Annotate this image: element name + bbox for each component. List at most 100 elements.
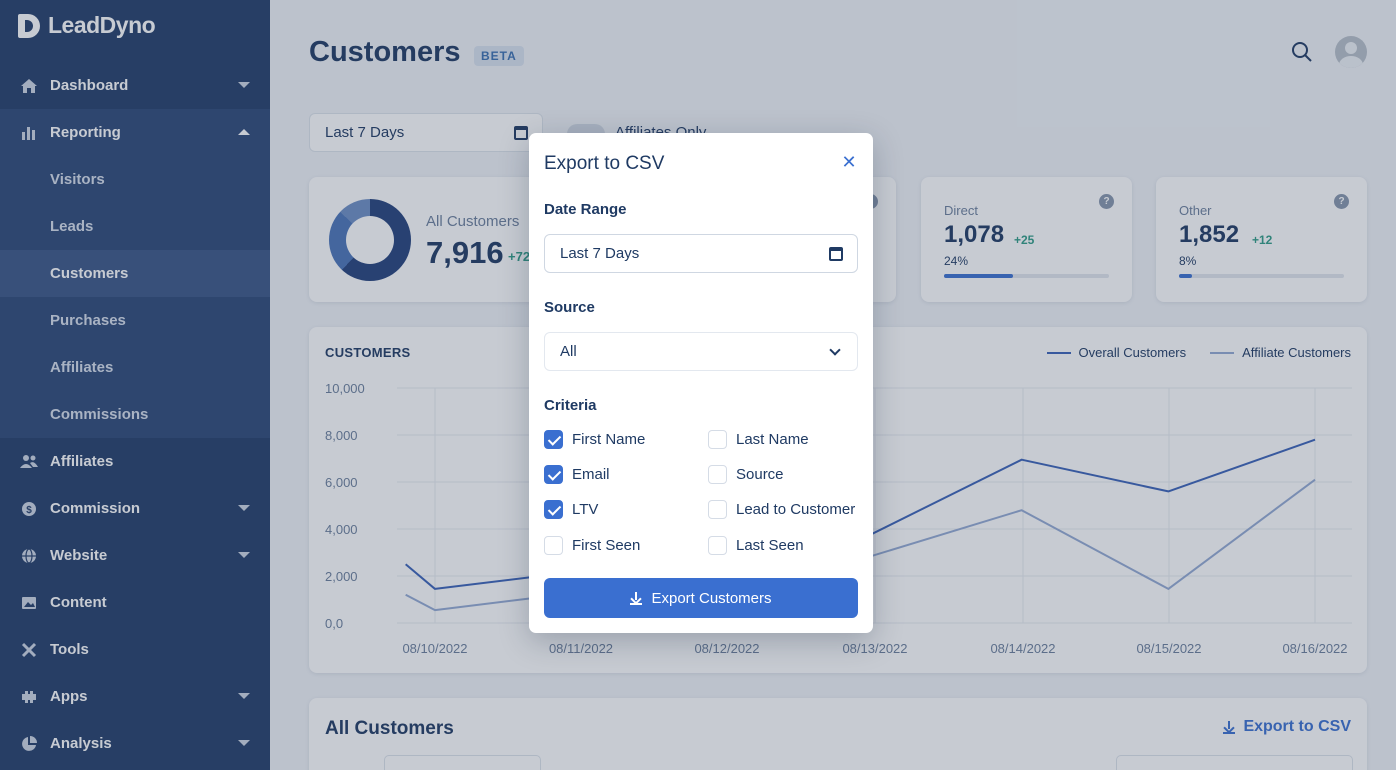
sidebar-item-label: Analysis	[50, 735, 112, 752]
y-tick-label: 6,000	[325, 475, 358, 490]
sidebar-item-leads[interactable]: Leads	[0, 203, 270, 250]
x-tick-label: 08/10/2022	[402, 641, 467, 656]
sidebar-item-visitors[interactable]: Visitors	[0, 156, 270, 203]
download-icon	[630, 591, 643, 605]
sidebar-item-apps[interactable]: Apps	[0, 673, 270, 720]
criteria-ltv[interactable]: LTV	[544, 500, 598, 519]
source-select[interactable]: All	[544, 332, 858, 371]
checkbox[interactable]	[708, 465, 727, 484]
criteria-last-seen[interactable]: Last Seen	[708, 536, 804, 555]
sidebar-item-label: Content	[50, 594, 107, 611]
export-csv-label: Export to CSV	[1243, 718, 1351, 735]
criteria-last-name[interactable]: Last Name	[708, 430, 809, 449]
chevron-up-icon	[238, 129, 250, 135]
criteria-first-name[interactable]: First Name	[544, 430, 645, 449]
criteria-first-seen[interactable]: First Seen	[544, 536, 640, 555]
legend-item-affiliate[interactable]: Affiliate Customers	[1210, 345, 1351, 360]
sidebar-item-label: Commission	[50, 500, 141, 517]
globe-icon	[20, 547, 38, 565]
chart-legend: Overall Customers Affiliate Customers	[1046, 345, 1351, 360]
stat-percent: 8%	[1179, 254, 1197, 268]
help-icon[interactable]: ?	[1334, 194, 1349, 209]
checkbox-label: First Name	[572, 431, 646, 448]
export-csv-modal: Export to CSV ✕ Date Range Last 7 Days S…	[529, 133, 873, 633]
close-icon[interactable]: ✕	[841, 152, 857, 172]
criteria-source[interactable]: Source	[708, 465, 784, 484]
export-customers-button[interactable]: Export Customers	[544, 578, 858, 618]
sidebar-item-label: Tools	[50, 641, 89, 658]
checkbox[interactable]	[544, 430, 563, 449]
export-csv-link[interactable]: Export to CSV	[1223, 718, 1351, 736]
stat-percent: 24%	[944, 254, 969, 268]
stat-label: All Customers	[426, 213, 520, 230]
all-customers-table-card: All Customers Export to CSV	[309, 698, 1367, 770]
table-search-input[interactable]	[1116, 755, 1353, 770]
y-tick-label: 0,0	[325, 616, 343, 631]
avatar[interactable]	[1335, 36, 1367, 68]
sidebar-item-purchases[interactable]: Purchases	[0, 297, 270, 344]
stat-value: 7,916	[426, 235, 504, 270]
sidebar-item-affiliates[interactable]: Affiliates	[0, 438, 270, 485]
stat-label: Other	[1179, 203, 1212, 218]
export-button-label: Export Customers	[651, 589, 772, 607]
checkbox-label: Last Seen	[736, 537, 804, 554]
sidebar-item-analysis[interactable]: Analysis	[0, 720, 270, 767]
criteria-email[interactable]: Email	[544, 465, 610, 484]
stat-delta: +12	[1252, 233, 1273, 247]
stat-delta: +72	[508, 249, 531, 264]
checkbox-label: Source	[736, 466, 784, 483]
sidebar-item-label: Visitors	[50, 171, 105, 188]
legend-swatch	[1210, 351, 1235, 354]
checkbox[interactable]	[544, 500, 563, 519]
criteria-lead-to-customer[interactable]: Lead to Customer	[708, 500, 855, 519]
checkbox[interactable]	[708, 500, 727, 519]
calendar-icon	[514, 126, 528, 140]
help-icon[interactable]: ?	[1099, 194, 1114, 209]
sidebar-item-reporting[interactable]: Reporting	[0, 109, 270, 156]
sidebar-item-commissions[interactable]: Commissions	[0, 391, 270, 438]
search-icon[interactable]	[1290, 40, 1314, 64]
sidebar-item-tools[interactable]: Tools	[0, 626, 270, 673]
date-range-select[interactable]: Last 7 Days	[309, 113, 543, 152]
sidebar-item-dashboard[interactable]: Dashboard	[0, 62, 270, 109]
table-title: All Customers	[325, 718, 454, 739]
logo[interactable]: LeadDyno	[18, 12, 156, 39]
x-tick-label: 08/16/2022	[1282, 641, 1347, 656]
sidebar-item-reporting-affiliates[interactable]: Affiliates	[0, 344, 270, 391]
sidebar-nav: Dashboard Reporting Visitors Leads Custo…	[0, 62, 270, 767]
progress-fill	[944, 274, 1014, 278]
page-title: Customers	[309, 36, 461, 68]
date-range-input[interactable]: Last 7 Days	[544, 234, 858, 273]
checkbox-label: LTV	[572, 501, 599, 518]
y-tick-label: 10,000	[325, 381, 365, 396]
table-filter-select[interactable]	[384, 755, 541, 770]
checkbox-label: Last Name	[736, 431, 809, 448]
calendar-icon	[829, 247, 843, 261]
donut-chart	[329, 199, 411, 281]
image-icon	[20, 594, 38, 612]
sidebar-item-label: Customers	[50, 265, 129, 282]
sidebar: LeadDyno Dashboard Reporting Visitors Le…	[0, 0, 270, 770]
stat-delta: +25	[1014, 233, 1035, 247]
checkbox[interactable]	[544, 465, 563, 484]
other-stat-card: Other ? 1,852 +12 8%	[1156, 177, 1367, 302]
checkbox-label: First Seen	[572, 537, 641, 554]
beta-badge: BETA	[474, 46, 524, 66]
checkbox[interactable]	[708, 430, 727, 449]
dollar-icon: $	[20, 500, 38, 518]
chevron-down-icon	[829, 344, 841, 356]
sidebar-item-commission[interactable]: $ Commission	[0, 485, 270, 532]
legend-item-overall[interactable]: Overall Customers	[1046, 345, 1186, 360]
checkbox-label: Lead to Customer	[736, 501, 856, 518]
source-value: All	[560, 343, 577, 360]
date-range-value: Last 7 Days	[560, 245, 640, 262]
sidebar-item-customers[interactable]: Customers	[0, 250, 270, 297]
legend-label: Affiliate Customers	[1242, 345, 1351, 360]
checkbox[interactable]	[544, 536, 563, 555]
sidebar-item-website[interactable]: Website	[0, 532, 270, 579]
sidebar-item-content[interactable]: Content	[0, 579, 270, 626]
checkbox[interactable]	[708, 536, 727, 555]
chevron-down-icon	[238, 552, 250, 558]
sidebar-item-label: Affiliates	[50, 453, 114, 470]
x-tick-label: 08/11/2022	[549, 641, 613, 656]
